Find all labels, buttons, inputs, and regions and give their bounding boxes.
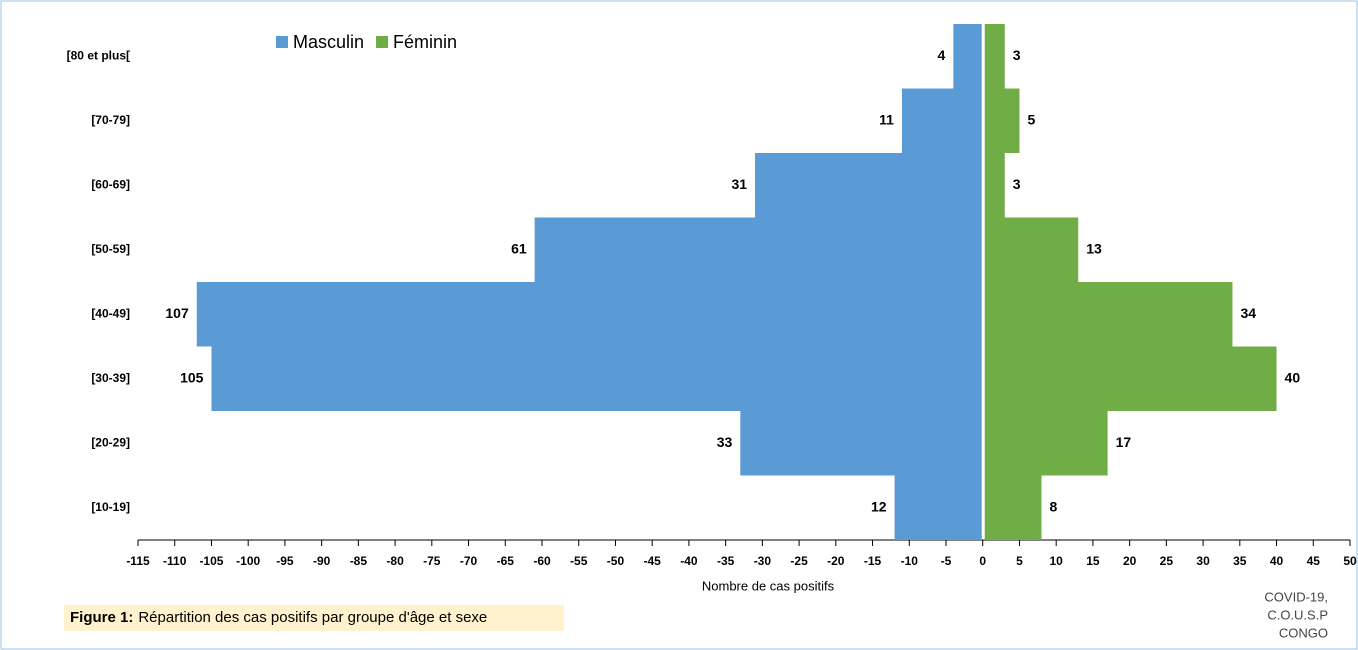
bar: [984, 411, 1108, 476]
x-tick-label: -55: [570, 554, 588, 568]
x-axis-label: Nombre de cas positifs: [702, 578, 835, 593]
x-tick-label: -40: [680, 554, 698, 568]
x-tick-label: -110: [163, 554, 187, 568]
data-label: 11: [879, 111, 894, 127]
y-tick-label: [80 et plus[: [67, 48, 130, 62]
y-tick-label: [20-29]: [91, 435, 130, 449]
bar: [755, 153, 982, 218]
data-label: 31: [731, 176, 747, 192]
y-tick-label: [70-79]: [91, 113, 130, 127]
x-tick-label: -10: [901, 554, 919, 568]
bar: [984, 475, 1042, 540]
x-tick-label: 25: [1160, 554, 1174, 568]
x-tick-label: 10: [1050, 554, 1064, 568]
caption-text: Répartition des cas positifs par groupe …: [138, 609, 487, 626]
bar: [953, 24, 982, 89]
x-tick-label: 35: [1233, 554, 1247, 568]
x-tick-label: 5: [1016, 554, 1023, 568]
data-label: 107: [165, 305, 189, 321]
x-tick-label: 30: [1196, 554, 1210, 568]
x-tick-label: 50: [1343, 554, 1357, 568]
bar: [740, 411, 982, 476]
bar: [894, 475, 982, 540]
x-tick-label: -90: [313, 554, 331, 568]
x-tick-label: -35: [717, 554, 735, 568]
x-tick-label: -5: [941, 554, 952, 568]
data-label: 105: [180, 369, 204, 385]
y-tick-label: [40-49]: [91, 306, 130, 320]
data-label: 12: [871, 498, 887, 514]
x-tick-label: -30: [754, 554, 772, 568]
x-tick-label: -45: [644, 554, 662, 568]
x-tick-label: -100: [236, 554, 260, 568]
source: C.O.U.S.P: [1267, 607, 1328, 622]
source: COVID-19,: [1264, 589, 1328, 604]
x-tick-label: 45: [1307, 554, 1321, 568]
caption-label: Figure 1:: [70, 609, 133, 626]
x-tick-label: -60: [533, 554, 551, 568]
x-tick-label: -70: [460, 554, 478, 568]
data-label: 61: [511, 240, 527, 256]
legend-label: Masculin: [293, 32, 364, 52]
x-tick-label: -105: [199, 554, 223, 568]
x-tick-label: -65: [497, 554, 515, 568]
x-tick-label: -20: [827, 554, 845, 568]
x-tick-label: -95: [276, 554, 294, 568]
bar: [211, 346, 982, 411]
caption: Figure 1: Répartition des cas positifs pa…: [70, 609, 487, 626]
x-tick-label: -50: [607, 554, 625, 568]
x-tick-label: -15: [864, 554, 882, 568]
data-label: 3: [1013, 47, 1021, 63]
x-tick-label: -25: [790, 554, 808, 568]
bar: [984, 88, 1020, 153]
legend-swatch: [276, 36, 288, 48]
data-label: 5: [1027, 111, 1035, 127]
y-tick-label: [30-39]: [91, 371, 130, 385]
x-tick-label: 0: [979, 554, 986, 568]
caption-background: [64, 605, 564, 631]
bar: [984, 153, 1005, 218]
bar: [984, 346, 1277, 411]
x-tick-label: -85: [350, 554, 368, 568]
legend-label: Féminin: [393, 32, 457, 52]
data-label: 13: [1086, 240, 1102, 256]
y-tick-label: [10-19]: [91, 500, 130, 514]
legend-swatch: [376, 36, 389, 48]
bar: [901, 88, 982, 153]
y-tick-label: [50-59]: [91, 242, 130, 256]
x-tick-label: -80: [386, 554, 404, 568]
bar: [984, 282, 1233, 347]
data-label: 40: [1285, 369, 1301, 385]
data-label: 3: [1013, 176, 1021, 192]
data-label: 4: [938, 47, 946, 63]
x-tick-label: -75: [423, 554, 441, 568]
x-tick-label: 15: [1086, 554, 1100, 568]
bar: [196, 282, 982, 347]
bar: [984, 217, 1079, 282]
data-label: 33: [717, 434, 733, 450]
x-tick-label: 40: [1270, 554, 1284, 568]
bar: [534, 217, 982, 282]
data-label: 17: [1116, 434, 1132, 450]
data-label: 34: [1240, 305, 1256, 321]
x-tick-label: 20: [1123, 554, 1137, 568]
data-label: 8: [1049, 498, 1057, 514]
bar: [984, 24, 1005, 89]
source: CONGO: [1279, 625, 1328, 640]
x-tick-label: -115: [126, 554, 150, 568]
y-tick-label: [60-69]: [91, 177, 130, 191]
